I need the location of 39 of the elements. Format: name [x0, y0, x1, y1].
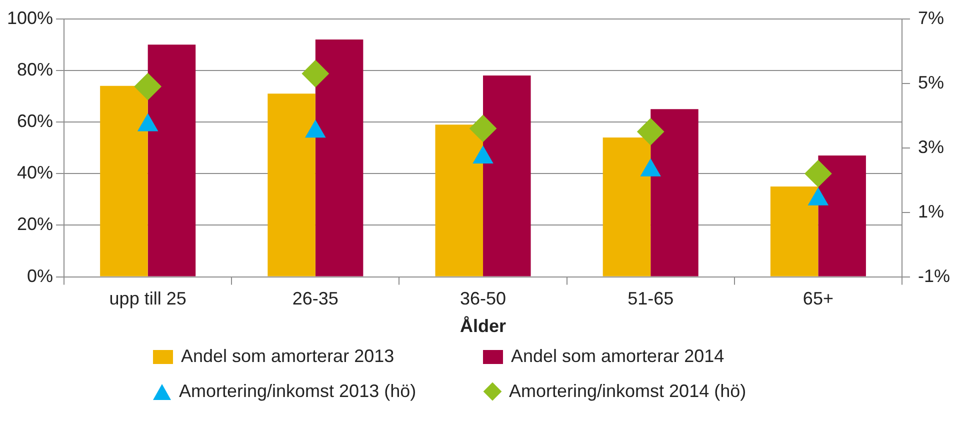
x-tick-label: 51-65 — [628, 288, 674, 309]
x-tick-label: 36-50 — [460, 288, 506, 309]
y-tick-label: 0% — [27, 266, 54, 286]
point — [640, 158, 661, 176]
y2-tick-label: 7% — [918, 8, 944, 28]
bar — [770, 186, 818, 276]
bar — [315, 39, 364, 276]
point — [305, 120, 326, 138]
point — [808, 188, 828, 206]
bar — [148, 44, 196, 276]
legend-label: Andel som amorterar 2013 — [181, 346, 394, 367]
x-tick-label: 65+ — [802, 288, 834, 309]
bar — [268, 94, 316, 276]
bar — [100, 86, 148, 276]
bar — [818, 156, 866, 276]
point — [637, 118, 664, 146]
bar — [650, 109, 698, 276]
point — [472, 146, 494, 164]
bar — [602, 137, 651, 276]
point — [134, 73, 162, 100]
y-tick-label: 100% — [6, 8, 54, 28]
point — [470, 114, 497, 142]
y-tick-label: 20% — [17, 214, 54, 234]
y2-tick-label: 5% — [918, 72, 944, 92]
bar — [435, 124, 484, 276]
y-tick-label: 60% — [17, 110, 54, 131]
x-axis-title: Ålder — [460, 316, 506, 336]
point — [302, 60, 329, 88]
bar — [483, 76, 531, 276]
y-tick-label: 80% — [17, 59, 54, 80]
x-tick-label: upp till 25 — [109, 288, 186, 309]
y2-tick-label: 3% — [918, 136, 944, 157]
legend-label: Amortering/inkomst 2014 (hö) — [509, 381, 746, 402]
legend-label: Amortering/inkomst 2013 (hö) — [179, 381, 416, 402]
y2-tick-label: 1% — [918, 201, 944, 222]
y-tick-label: 40% — [17, 162, 54, 183]
y2-tick-label: -1% — [918, 266, 950, 286]
x-tick-label: 26-35 — [292, 288, 338, 309]
legend-label: Andel som amorterar 2014 — [511, 346, 724, 367]
